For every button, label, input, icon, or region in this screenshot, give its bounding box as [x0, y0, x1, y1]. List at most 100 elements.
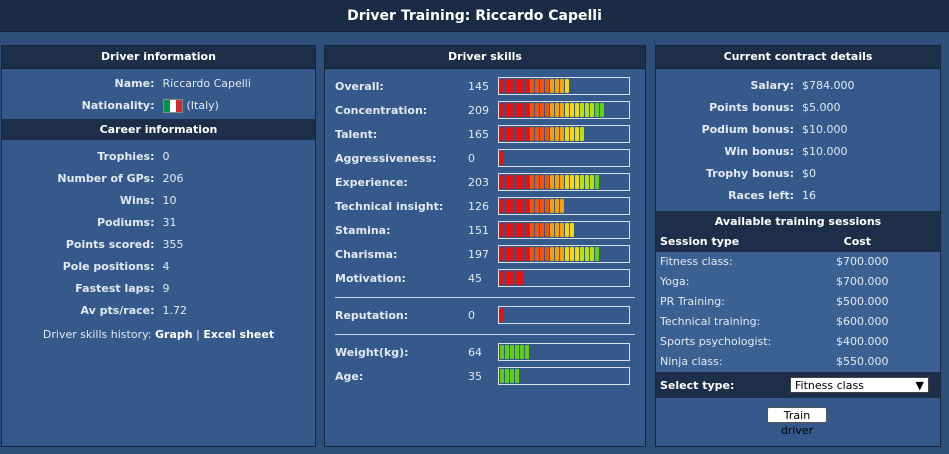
- driver-info-panel: Driver information Name: Riccardo Capell…: [1, 45, 316, 447]
- bar-segment: [560, 223, 564, 237]
- contract-label: Salary:: [750, 79, 794, 92]
- bar-segment: [590, 103, 594, 117]
- bar-segment: [545, 127, 549, 141]
- training-row: Yoga: $700.000: [656, 272, 940, 292]
- bar-segment: [525, 345, 529, 359]
- skill-bar: [498, 269, 630, 287]
- skill-bar-fill: [500, 247, 600, 261]
- bar-segment: [545, 103, 549, 117]
- bar-segment: [545, 247, 549, 261]
- skill-value: 209: [468, 104, 489, 117]
- bar-segment: [530, 79, 534, 93]
- skill-bar: [498, 173, 630, 191]
- bar-segment: [570, 223, 574, 237]
- bar-segment: [530, 223, 534, 237]
- bar-segment: [535, 103, 539, 117]
- bar-segment: [555, 247, 559, 261]
- skill-row: Reputation: 0: [325, 304, 645, 328]
- bar-segment: [500, 103, 504, 117]
- bar-segment: [510, 369, 514, 383]
- bar-segment: [515, 271, 519, 285]
- bar-segment: [560, 175, 564, 189]
- driver-skills-header: Driver skills: [325, 46, 645, 69]
- graph-link[interactable]: Graph: [155, 328, 193, 341]
- session-type-select[interactable]: Fitness class ▼: [790, 377, 929, 393]
- skill-name: Technical insight:: [335, 200, 444, 213]
- contract-panel: Current contract details Salary: $784.000…: [655, 45, 941, 447]
- session-type: Fitness class:: [660, 255, 733, 268]
- nationality-value-wrap: (Italy): [162, 95, 219, 117]
- skill-name: Stamina:: [335, 224, 391, 237]
- italy-flag-icon: [162, 99, 183, 113]
- contract-row: Podium bonus: $10.000: [656, 119, 940, 141]
- skill-row: Age: 35: [325, 365, 645, 389]
- career-value: 206: [162, 172, 184, 185]
- bar-segment: [575, 175, 579, 189]
- bar-segment: [580, 247, 584, 261]
- bar-segment: [530, 199, 534, 213]
- bar-segment: [540, 223, 544, 237]
- training-table-header: Session type Cost: [656, 232, 940, 252]
- career-info-header: Career information: [2, 119, 315, 140]
- bar-segment: [505, 103, 509, 117]
- skill-value: 64: [468, 346, 482, 359]
- select-type-row: Select type: Fitness class ▼: [656, 372, 940, 398]
- bar-segment: [525, 247, 529, 261]
- dropdown-arrow-icon: ▼: [915, 378, 924, 392]
- career-row: Pole positions: 4: [2, 256, 315, 278]
- bar-segment: [540, 175, 544, 189]
- bar-segment: [505, 345, 509, 359]
- career-row: Points scored: 355: [2, 234, 315, 256]
- skill-bar: [498, 149, 630, 167]
- career-row: Av pts/race: 1.72: [2, 300, 315, 322]
- skill-bar-fill: [500, 127, 585, 141]
- skill-name: Aggressiveness:: [335, 152, 437, 165]
- career-row: Fastest laps: 9: [2, 278, 315, 300]
- skill-bar: [498, 343, 630, 361]
- contract-row: Points bonus: $5.000: [656, 97, 940, 119]
- career-label: Fastest laps:: [75, 282, 155, 295]
- bar-segment: [535, 127, 539, 141]
- bar-segment: [540, 127, 544, 141]
- skill-bar-fill: [500, 271, 525, 285]
- career-label: Number of GPs:: [57, 172, 155, 185]
- excel-sheet-link[interactable]: Excel sheet: [203, 328, 275, 341]
- bar-segment: [505, 223, 509, 237]
- train-driver-button[interactable]: Train driver: [767, 407, 827, 437]
- bar-segment: [510, 127, 514, 141]
- bar-segment: [505, 271, 509, 285]
- name-label: Name:: [114, 77, 155, 90]
- skill-name: Overall:: [335, 80, 384, 93]
- session-type: Sports psychologist:: [660, 335, 772, 348]
- contract-header: Current contract details: [656, 46, 940, 69]
- bar-segment: [575, 127, 579, 141]
- bar-segment: [565, 223, 569, 237]
- bar-segment: [555, 223, 559, 237]
- bar-segment: [555, 127, 559, 141]
- bar-segment: [555, 175, 559, 189]
- bar-segment: [505, 175, 509, 189]
- skills-history-label: Driver skills history:: [42, 328, 152, 341]
- career-value: 9: [162, 282, 170, 295]
- bar-segment: [525, 79, 529, 93]
- bar-segment: [500, 271, 504, 285]
- bar-segment: [595, 247, 599, 261]
- page-title: Driver Training: Riccardo Capelli: [0, 0, 949, 32]
- bar-segment: [565, 103, 569, 117]
- bar-segment: [575, 103, 579, 117]
- bar-segment: [595, 175, 599, 189]
- career-value: 10: [162, 194, 177, 207]
- bar-segment: [510, 271, 514, 285]
- career-row: Wins: 10: [2, 190, 315, 212]
- career-label: Wins:: [119, 194, 155, 207]
- bar-segment: [555, 103, 559, 117]
- bar-segment: [585, 247, 589, 261]
- career-label: Podiums:: [96, 216, 155, 229]
- bar-segment: [500, 308, 504, 322]
- career-row: Podiums: 31: [2, 212, 315, 234]
- bar-segment: [520, 271, 524, 285]
- bar-segment: [545, 175, 549, 189]
- bar-segment: [585, 103, 589, 117]
- session-type: Ninja class:: [660, 355, 723, 368]
- bar-segment: [560, 247, 564, 261]
